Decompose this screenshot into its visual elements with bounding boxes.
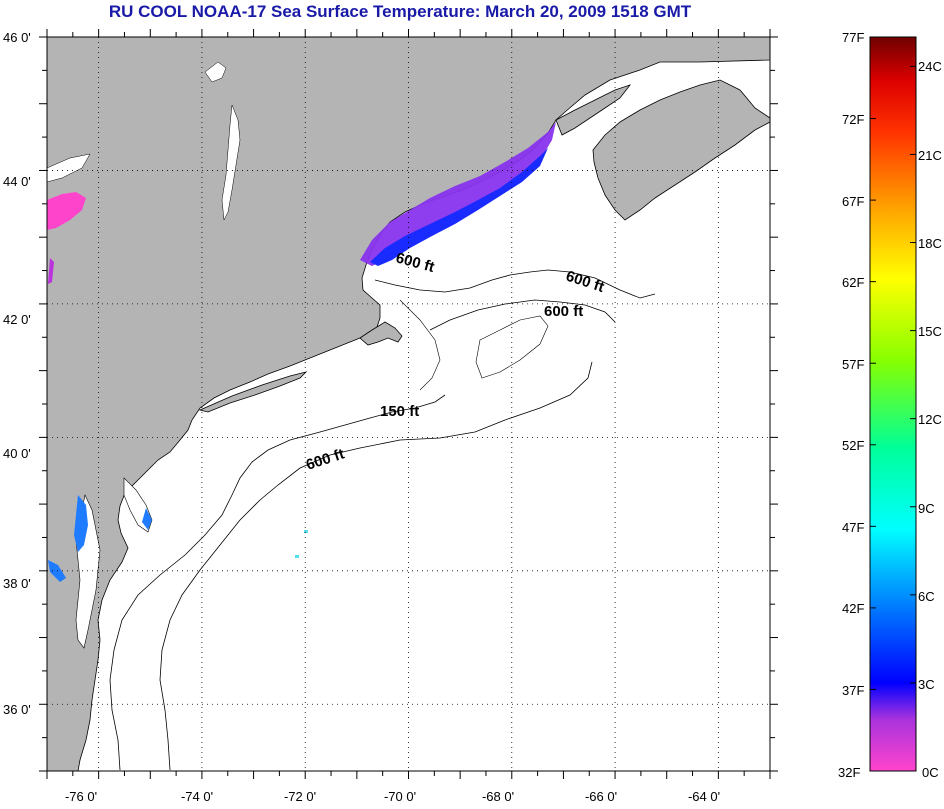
colorbar: 77F 72F 67F 62F 57F 52F 47F 42F 37F 32F … — [838, 30, 942, 780]
lake-ontario-edge — [47, 153, 91, 183]
sst-chesapeake — [74, 495, 88, 552]
contour-inner — [399, 299, 441, 391]
contour-gulf-maine — [374, 269, 656, 299]
cb-c-3: 3C — [918, 677, 935, 692]
cb-c-18: 18C — [918, 236, 942, 251]
lat-label-44: 44 0' — [3, 174, 31, 189]
contour-label-600ft-3: 600 ft — [544, 303, 583, 320]
lat-label-46: 46 0' — [3, 30, 31, 45]
colorbar-c-labels: 24C 21C 18C 15C 12C 9C 6C 3C 0C — [918, 59, 942, 780]
lon-axis-labels: -76 0' -74 0' -72 0' -70 0' -68 0' -66 0… — [65, 789, 720, 804]
cb-c-6: 6C — [918, 589, 935, 604]
contour-600ft-shelf — [159, 361, 593, 771]
contour-georges-bank — [429, 299, 616, 331]
cb-c-0: 0C — [922, 765, 939, 780]
lat-label-38: 38 0' — [3, 576, 31, 591]
cb-c-24: 24C — [918, 59, 942, 74]
cb-c-12: 12C — [918, 412, 942, 427]
cb-f-37: 37F — [842, 683, 864, 698]
lat-label-36: 36 0' — [3, 702, 31, 717]
map-ticks — [39, 29, 778, 779]
lat-label-42: 42 0' — [3, 312, 31, 327]
lon-label-66: -66 0' — [585, 789, 617, 804]
cb-f-67: 67F — [842, 194, 864, 209]
contour-150ft-shelf — [109, 394, 446, 771]
lon-label-74: -74 0' — [181, 789, 213, 804]
sst-lake-patch — [47, 192, 86, 230]
sst-gulf-of-maine-blue — [370, 148, 548, 266]
lake-small-north — [204, 61, 227, 83]
lat-label-40: 40 0' — [3, 446, 31, 461]
contour-georges-shoal — [475, 315, 549, 379]
cb-c-15: 15C — [918, 324, 942, 339]
map-grid — [47, 37, 770, 771]
cb-f-32: 32F — [838, 765, 860, 780]
land-nova-scotia — [592, 79, 770, 221]
cb-f-57: 57F — [842, 357, 864, 372]
cb-f-77: 77F — [842, 30, 864, 45]
lon-label-68: -68 0' — [482, 789, 514, 804]
map-area — [47, 37, 770, 771]
land-cape-cod — [359, 321, 403, 346]
lat-axis-labels: 46 0' 44 0' 42 0' 40 0' 38 0' 36 0' — [3, 30, 31, 717]
sst-delaware-bay — [142, 508, 152, 530]
colorbar-gradient — [869, 36, 917, 772]
sst-offshore-cyan-2 — [295, 555, 299, 558]
lon-label-76: -76 0' — [65, 789, 97, 804]
cb-c-9: 9C — [918, 501, 935, 516]
cb-f-52: 52F — [842, 438, 864, 453]
colorbar-f-labels: 77F 72F 67F 62F 57F 52F 47F 42F 37F 32F — [838, 30, 864, 780]
lon-label-64: -64 0' — [688, 789, 720, 804]
map-title: RU COOL NOAA-17 Sea Surface Temperature:… — [108, 2, 692, 21]
sst-offshore-cyan-1 — [304, 530, 308, 533]
land-long-island — [198, 371, 308, 413]
cb-c-21: 21C — [918, 148, 942, 163]
cb-f-42: 42F — [842, 601, 864, 616]
cb-f-72: 72F — [842, 112, 864, 127]
lake-champlain — [221, 104, 241, 221]
land-new-brunswick — [555, 84, 632, 136]
lon-label-70: -70 0' — [384, 789, 416, 804]
cb-f-62: 62F — [842, 275, 864, 290]
cb-f-47: 47F — [842, 520, 864, 535]
colorbar-ticks — [870, 36, 916, 772]
contour-label-150ft: 150 ft — [380, 403, 419, 420]
sst-lake-patch-small — [48, 258, 54, 284]
sst-gulf-of-maine-purple — [360, 122, 556, 266]
lon-label-72: -72 0' — [284, 789, 316, 804]
